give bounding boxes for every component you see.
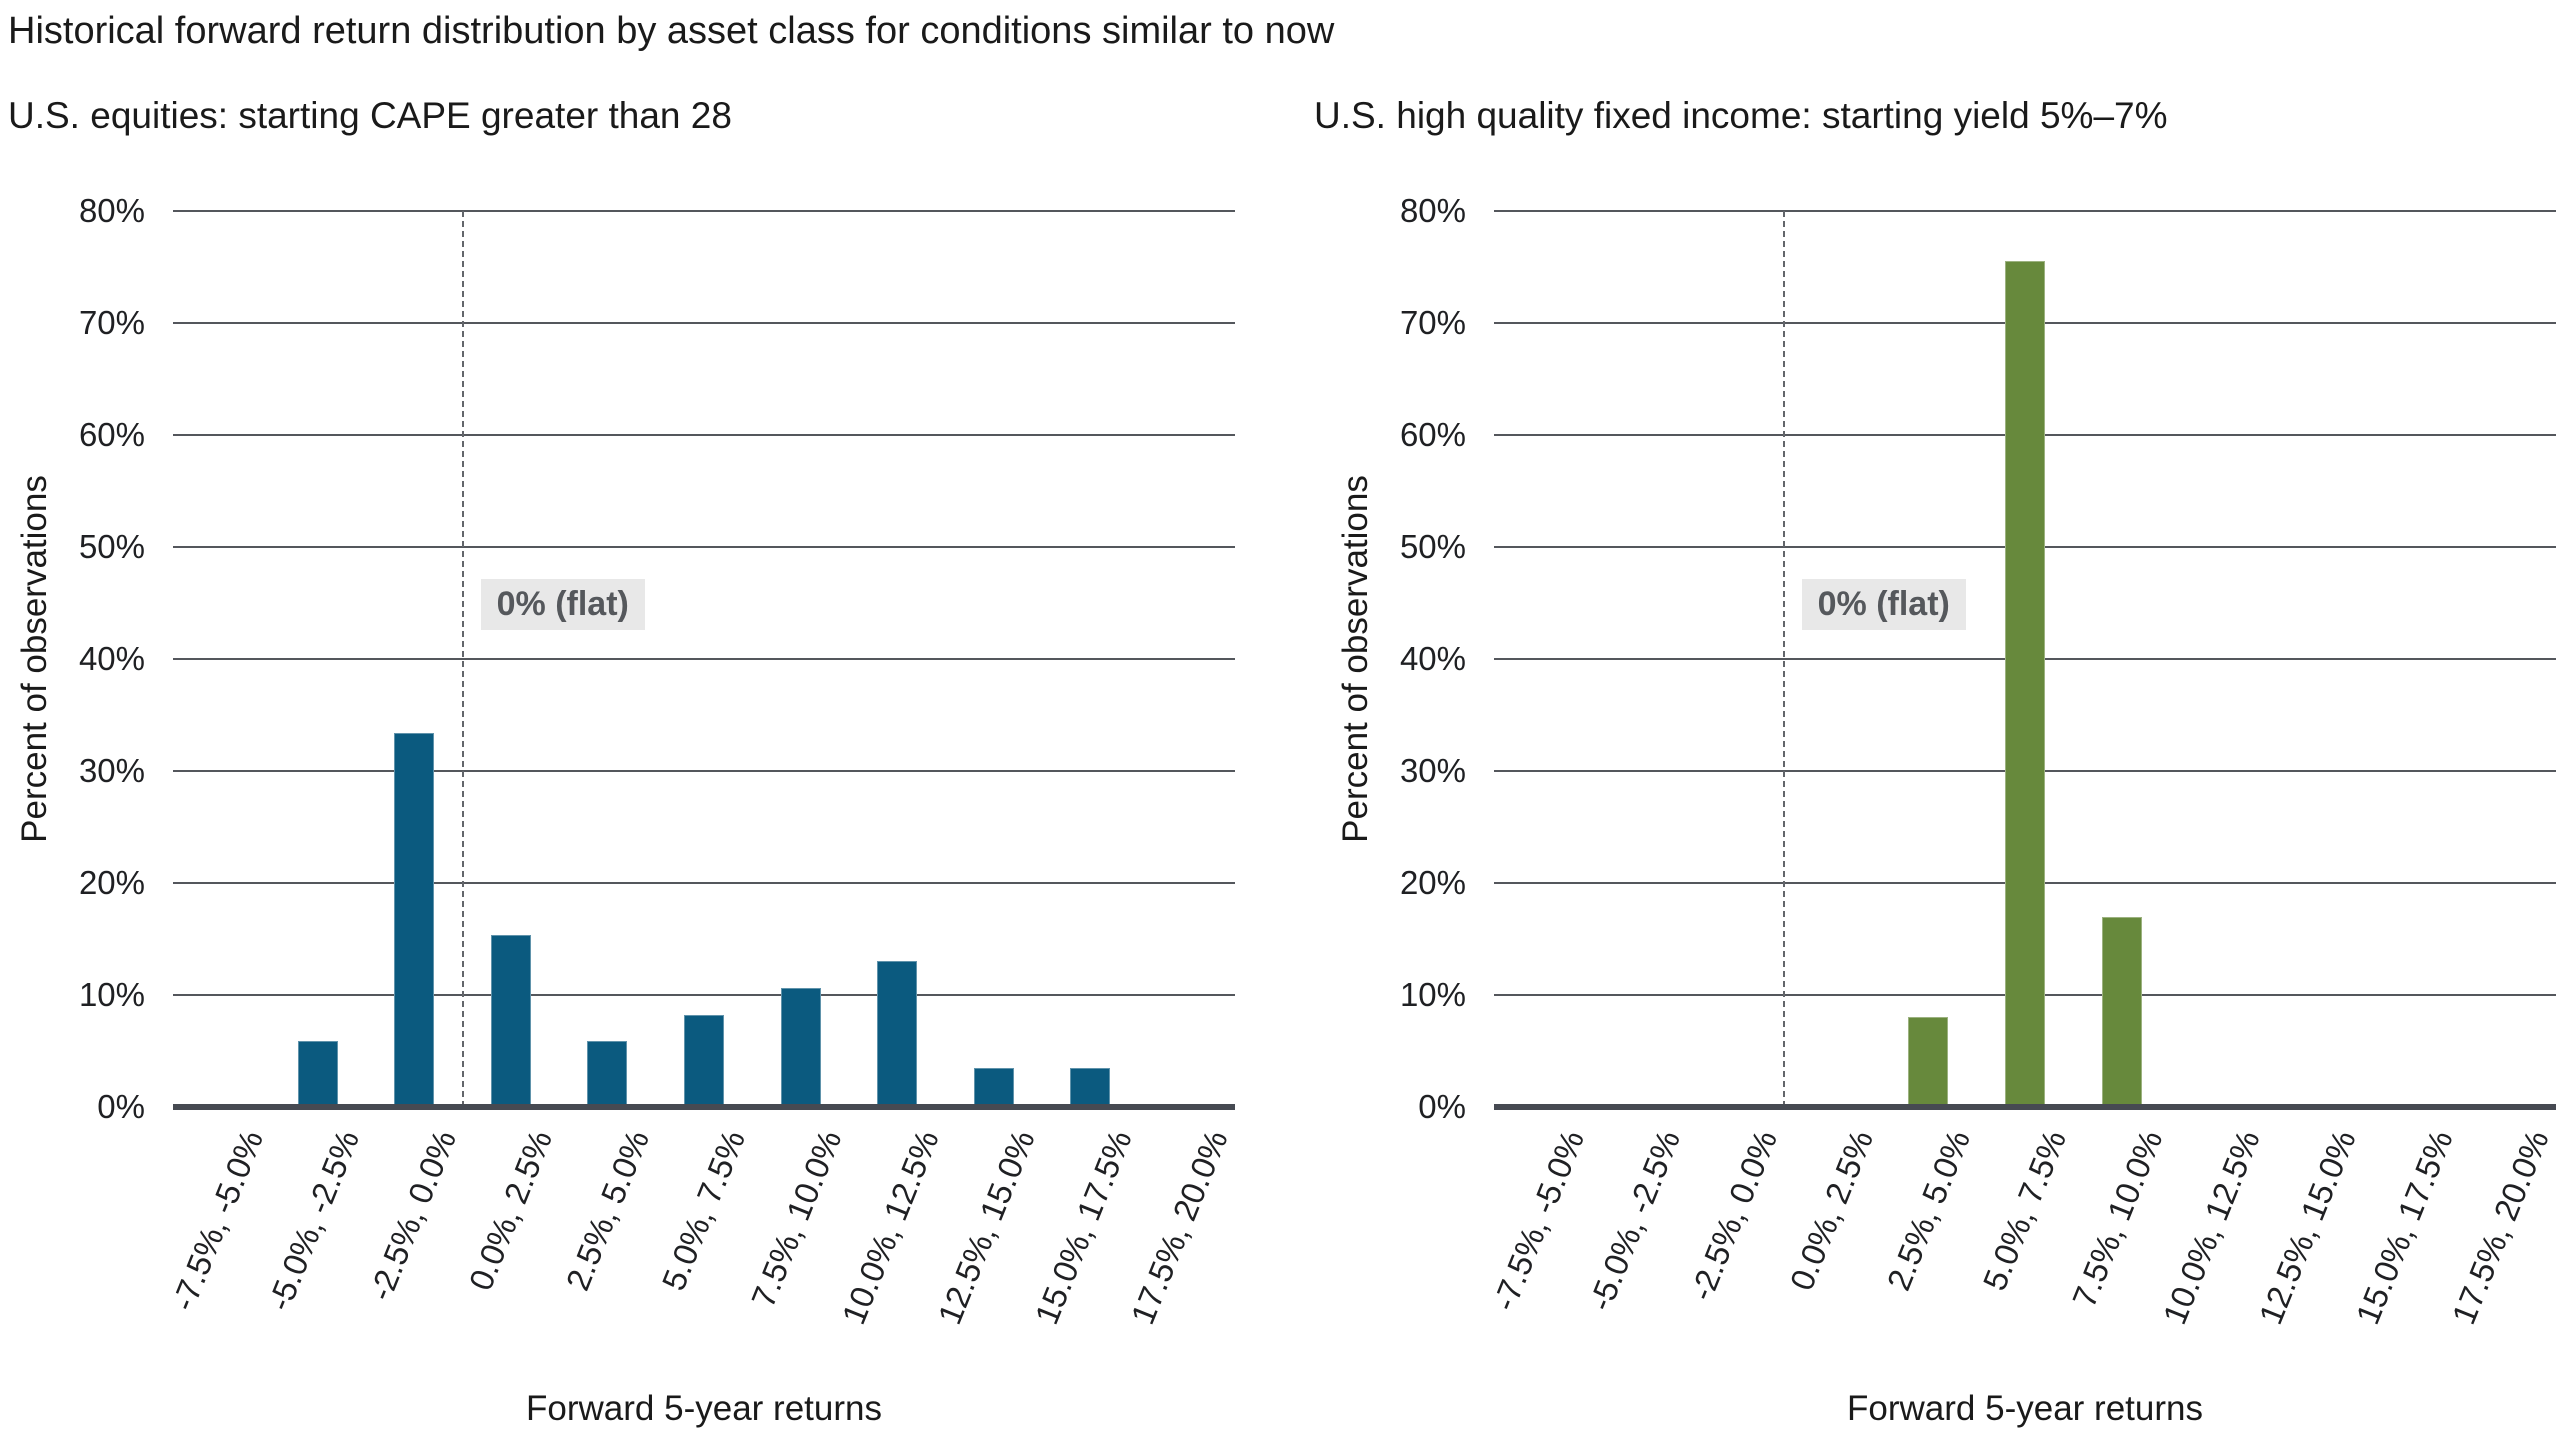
x-tick-label: 17.5%, 20.0% bbox=[1123, 1125, 1236, 1330]
y-axis-title: Percent of observations bbox=[15, 475, 54, 843]
y-tick-label: 40% bbox=[1399, 640, 1466, 677]
fixed-income-chart-subtitle: U.S. high quality fixed income: starting… bbox=[1314, 95, 2168, 136]
x-tick-label: 10.0%, 12.5% bbox=[834, 1125, 946, 1330]
bar bbox=[2005, 261, 2045, 1107]
x-tick-label: -7.5%, -5.0% bbox=[163, 1125, 270, 1316]
y-tick-label: 10% bbox=[1399, 976, 1466, 1013]
zero-flat-label: 0% (flat) bbox=[480, 579, 645, 630]
bar bbox=[684, 1015, 724, 1107]
x-axis-line bbox=[173, 1104, 1235, 1110]
x-tick-label: -5.0%, -2.5% bbox=[1581, 1125, 1688, 1316]
gridline bbox=[173, 770, 1235, 772]
bar bbox=[780, 988, 821, 1107]
x-tick-label: -2.5%, 0.0% bbox=[361, 1125, 463, 1306]
gridline bbox=[173, 882, 1235, 884]
gridline bbox=[173, 546, 1235, 548]
gridline bbox=[173, 994, 1235, 996]
gridline bbox=[1494, 210, 2556, 212]
x-axis-title: Forward 5-year returns bbox=[1847, 1389, 2203, 1428]
y-tick-label: 0% bbox=[1418, 1088, 1466, 1125]
x-tick-label: 5.0%, 7.5% bbox=[654, 1125, 753, 1296]
x-tick-label: -2.5%, 0.0% bbox=[1682, 1125, 1784, 1306]
y-tick-label: 10% bbox=[78, 976, 145, 1013]
x-tick-label: 0.0%, 2.5% bbox=[461, 1125, 560, 1296]
x-tick-label: 2.5%, 5.0% bbox=[558, 1125, 656, 1296]
y-tick-label: 60% bbox=[1399, 416, 1466, 453]
bar bbox=[297, 1040, 338, 1107]
zero-line bbox=[1782, 211, 1785, 1107]
x-tick-label: 5.0%, 7.5% bbox=[1975, 1125, 2074, 1296]
bar bbox=[1070, 1067, 1111, 1107]
zero-flat-label: 0% (flat) bbox=[1801, 579, 1966, 630]
x-tick-label: 7.5%, 10.0% bbox=[744, 1125, 849, 1313]
y-tick-label: 70% bbox=[1399, 304, 1466, 341]
y-tick-label: 30% bbox=[1399, 752, 1466, 789]
equities-chart-subtitle: U.S. equities: starting CAPE greater tha… bbox=[8, 95, 732, 136]
y-tick-label: 0% bbox=[97, 1088, 145, 1125]
bar bbox=[394, 732, 435, 1107]
bar bbox=[1908, 1017, 1949, 1107]
y-tick-label: 30% bbox=[78, 752, 145, 789]
y-tick-label: 50% bbox=[78, 528, 145, 565]
gridline bbox=[173, 658, 1235, 660]
fixed-income-chart-plot: 0% 10% 20% 30% 40% 50% 60% 70% 80% -7.5%, -5.0% -5… bbox=[1336, 194, 2556, 1429]
x-tick-label: 15.0%, 17.5% bbox=[1027, 1125, 1139, 1330]
y-tick-label: 60% bbox=[78, 416, 145, 453]
y-tick-label: 80% bbox=[1399, 192, 1466, 229]
x-tick-label: 12.5%, 15.0% bbox=[930, 1125, 1042, 1330]
page-title: Historical forward return distribution b… bbox=[8, 10, 1335, 52]
y-tick-label: 20% bbox=[1399, 864, 1466, 901]
gridline bbox=[173, 434, 1235, 436]
y-tick-label: 80% bbox=[78, 192, 145, 229]
y-tick-label: 40% bbox=[78, 640, 145, 677]
x-tick-label: 0.0%, 2.5% bbox=[1782, 1125, 1881, 1296]
y-tick-label: 20% bbox=[78, 864, 145, 901]
x-axis-title: Forward 5-year returns bbox=[526, 1389, 882, 1428]
y-tick-label: 70% bbox=[78, 304, 145, 341]
bar bbox=[490, 934, 531, 1107]
bar bbox=[587, 1040, 628, 1107]
x-axis-line bbox=[1494, 1104, 2556, 1110]
y-tick-label: 50% bbox=[1399, 528, 1466, 565]
x-tick-label: -5.0%, -2.5% bbox=[260, 1125, 367, 1316]
x-tick-label: 2.5%, 5.0% bbox=[1879, 1125, 1977, 1296]
x-tick-label: 17.5%, 20.0% bbox=[2444, 1125, 2557, 1330]
bar bbox=[877, 961, 918, 1107]
zero-line bbox=[461, 211, 464, 1107]
x-tick-label: 12.5%, 15.0% bbox=[2251, 1125, 2363, 1330]
bar bbox=[973, 1067, 1014, 1107]
x-tick-label: -7.5%, -5.0% bbox=[1484, 1125, 1591, 1316]
x-tick-label: 10.0%, 12.5% bbox=[2155, 1125, 2267, 1330]
gridline bbox=[173, 322, 1235, 324]
bar bbox=[2101, 916, 2142, 1107]
equities-chart-plot: 0% 10% 20% 30% 40% 50% 60% 70% 80% -7.5%, -5.0% -5… bbox=[15, 194, 1235, 1429]
x-tick-label: 7.5%, 10.0% bbox=[2065, 1125, 2170, 1313]
gridline bbox=[173, 210, 1235, 212]
x-tick-label: 15.0%, 17.5% bbox=[2348, 1125, 2460, 1330]
y-axis-title: Percent of observations bbox=[1336, 475, 1375, 843]
